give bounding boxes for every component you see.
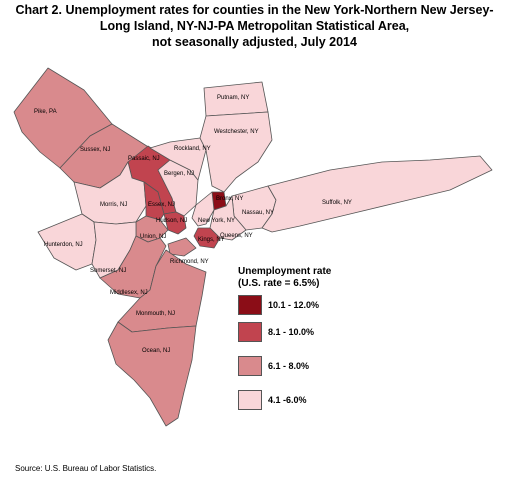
label-bergen-nj: Bergen, NJ — [164, 171, 194, 177]
county-monmouth-nj — [117, 249, 207, 333]
label-new-york-ny: New York, NY — [198, 218, 235, 224]
county-kings-ny — [193, 227, 221, 249]
label-morris-nj: Morris, NJ — [100, 202, 127, 208]
label-ocean-nj: Ocean, NJ — [142, 348, 170, 354]
title-line-3: not seasonally adjusted, July 2014 — [152, 35, 357, 49]
county-new-york-ny — [191, 191, 215, 227]
label-pike-pa: Pike, PA — [34, 109, 57, 115]
county-richmond-ny — [167, 237, 197, 257]
county-suffolk-ny — [261, 155, 493, 233]
label-suffolk-ny: Suffolk, NY — [322, 200, 352, 206]
title-line-2: Long Island, NY-NJ-PA Metropolitan Stati… — [99, 19, 410, 33]
label-putnam-ny: Putnam, NY — [217, 95, 249, 101]
chart-title: Chart 2. Unemployment rates for counties… — [0, 2, 509, 50]
label-union-nj: Union, NJ — [140, 234, 166, 240]
legend: Unemployment rate (U.S. rate = 6.5%) 10.… — [238, 266, 368, 410]
legend-swatch — [238, 390, 262, 410]
label-kings-ny: Kings, NY — [198, 237, 225, 243]
label-bronx-ny: Bronx, NY — [216, 196, 243, 202]
label-westchester-ny: Westchester, NY — [214, 129, 259, 135]
label-richmond-ny: Richmond, NY — [170, 259, 209, 265]
label-middlesex-nj: Middlesex, NJ — [110, 290, 148, 296]
legend-label: 6.1 - 8.0% — [268, 361, 310, 371]
county-westchester-ny — [199, 111, 273, 193]
label-queens-ny: Queens, NY — [220, 233, 253, 239]
county-ocean-nj — [107, 321, 197, 427]
legend-label: 8.1 - 10.0% — [268, 327, 315, 337]
label-rockland-ny: Rockland, NY — [174, 146, 211, 152]
label-sussex-nj: Sussex, NJ — [80, 147, 110, 153]
title-line-1: Chart 2. Unemployment rates for counties… — [15, 3, 494, 17]
legend-swatch — [238, 295, 262, 315]
label-hunterdon-nj: Hunterdon, NJ — [44, 242, 83, 248]
label-somerset-nj: Somerset, NJ — [90, 268, 126, 274]
label-essex-nj: Essex, NJ — [148, 202, 175, 208]
legend-title: Unemployment rate — [238, 266, 332, 277]
legend-swatch — [238, 322, 262, 342]
label-passaic-nj: Passaic, NJ — [128, 156, 160, 162]
legend-label: 10.1 - 12.0% — [268, 300, 320, 310]
label-monmouth-nj: Monmouth, NJ — [136, 311, 175, 317]
legend-label: 4.1 -6.0% — [268, 395, 307, 405]
source-note: Source: U.S. Bureau of Labor Statistics. — [15, 464, 157, 473]
legend-swatch — [238, 356, 262, 376]
label-nassau-ny: Nassau, NY — [242, 210, 274, 216]
legend-subtitle: (U.S. rate = 6.5%) — [238, 278, 320, 289]
label-hudson-nj: Hudson, NJ — [156, 218, 187, 224]
